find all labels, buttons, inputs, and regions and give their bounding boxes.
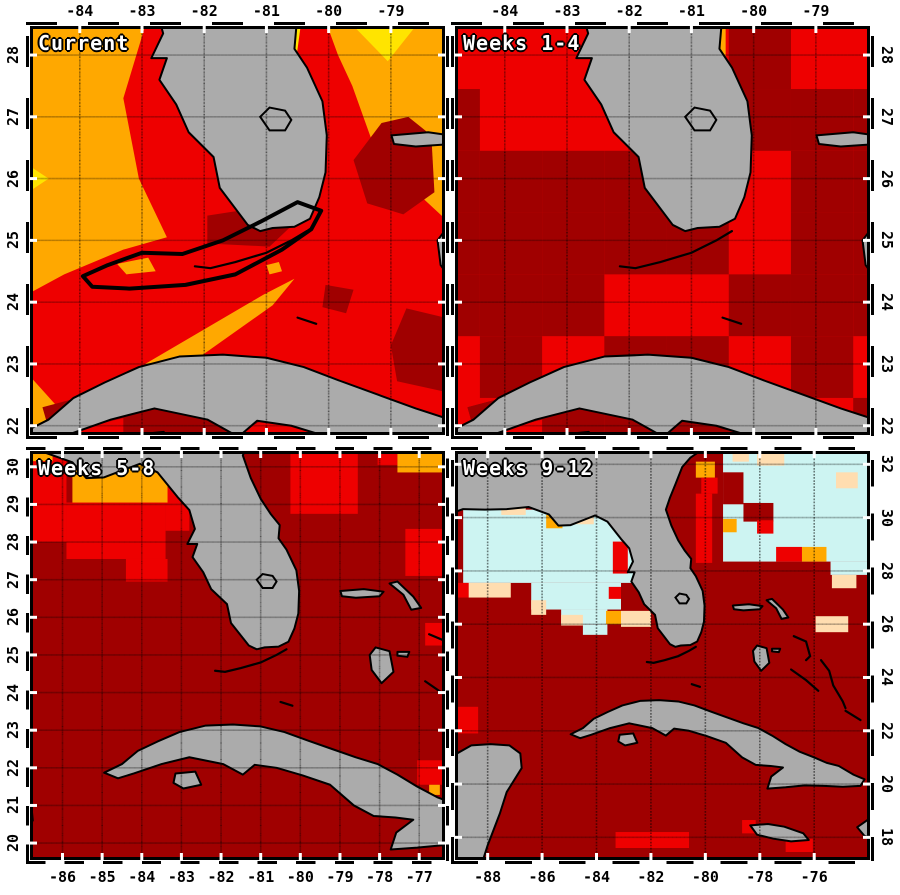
y-tick-label: 23	[4, 721, 22, 740]
y-tick-label: 23	[878, 354, 896, 373]
y-tick-label: 22	[878, 416, 896, 435]
x-tick-label: -80	[740, 2, 768, 20]
map-canvas-weeks-1-4	[455, 26, 870, 435]
x-tick-label: -84	[582, 868, 611, 886]
panel-title: Weeks 1-4	[463, 31, 581, 55]
y-tick-label: 32	[878, 455, 896, 474]
frame-tick-band	[451, 447, 874, 450]
x-tick-label: -81	[247, 868, 275, 886]
y-tick-label: 18	[878, 828, 896, 847]
y-tick-label: 26	[4, 169, 22, 188]
y-tick-label: 28	[4, 533, 22, 552]
x-tick-label: -81	[252, 2, 280, 20]
x-tick-label: -76	[800, 868, 828, 886]
x-tick-label: -84	[66, 2, 94, 20]
panel-weeks-1-4: Weeks 1-4	[451, 22, 874, 439]
x-tick-label: -86	[528, 868, 556, 886]
panel-title: Weeks 5-8	[38, 456, 156, 480]
x-tick-label: -81	[677, 2, 705, 20]
panel-weeks-9-12: Weeks 9-12	[451, 447, 874, 864]
y-tick-label: 22	[4, 758, 22, 777]
y-tick-label: 30	[878, 508, 896, 527]
frame-tick-band	[451, 447, 454, 864]
y-tick-label: 24	[878, 293, 896, 312]
frame-tick-band	[871, 22, 874, 439]
y-tick-label: 24	[878, 668, 896, 687]
frame-tick-band	[871, 447, 874, 864]
x-tick-label: -80	[691, 868, 719, 886]
x-tick-label: -83	[553, 2, 581, 20]
x-tick-label: -82	[615, 2, 643, 20]
x-tick-label: -77	[405, 868, 433, 886]
y-tick-label: 27	[4, 570, 22, 589]
x-tick-label: -80	[286, 868, 314, 886]
y-tick-label: 23	[4, 354, 22, 373]
frame-tick-band	[26, 22, 29, 439]
y-tick-label: 26	[4, 608, 22, 627]
map-canvas-weeks-9-12	[455, 451, 870, 860]
x-tick-label: -78	[366, 868, 394, 886]
panel-title: Current	[38, 31, 130, 55]
y-tick-label: 27	[878, 107, 896, 126]
frame-tick-band	[26, 447, 449, 450]
frame-tick-band	[26, 22, 449, 25]
y-tick-label: 24	[4, 683, 22, 702]
y-tick-label: 24	[4, 293, 22, 312]
y-tick-label: 28	[4, 46, 22, 65]
y-tick-label: 27	[4, 107, 22, 126]
panel-title: Weeks 9-12	[463, 456, 594, 480]
frame-tick-band	[26, 436, 449, 439]
x-tick-label: -84	[491, 2, 519, 20]
frame-tick-band	[446, 22, 449, 439]
y-tick-label: 28	[878, 46, 896, 65]
y-tick-label: 28	[878, 561, 896, 580]
y-tick-label: 21	[4, 796, 22, 815]
y-tick-label: 29	[4, 495, 22, 514]
y-tick-label: 20	[878, 775, 896, 794]
map-canvas-weeks-5-8	[30, 451, 445, 860]
y-tick-label: 30	[4, 457, 22, 476]
y-tick-label: 22	[878, 721, 896, 740]
x-tick-label: -79	[377, 2, 405, 20]
map-canvas-current	[30, 26, 445, 435]
panel-current: Current	[26, 22, 449, 439]
x-tick-label: -78	[746, 868, 774, 886]
x-tick-label: -85	[88, 868, 116, 886]
x-tick-label: -82	[190, 2, 218, 20]
x-tick-label: -82	[637, 868, 665, 886]
x-tick-label: -79	[326, 868, 354, 886]
frame-tick-band	[451, 22, 874, 25]
frame-tick-band	[451, 861, 874, 864]
y-tick-label: 22	[4, 416, 22, 435]
x-tick-label: -80	[315, 2, 343, 20]
x-tick-label: -86	[48, 868, 77, 886]
y-tick-label: 20	[4, 834, 22, 853]
y-tick-label: 26	[878, 169, 896, 188]
frame-tick-band	[446, 447, 449, 864]
x-tick-label: -83	[167, 868, 195, 886]
x-tick-label: -83	[128, 2, 156, 20]
y-tick-label: 25	[4, 231, 22, 250]
x-tick-label: -88	[474, 868, 502, 886]
y-tick-label: 25	[878, 231, 896, 250]
frame-tick-band	[26, 861, 449, 864]
y-tick-label: 26	[878, 615, 896, 634]
x-tick-label: -84	[128, 868, 156, 886]
x-tick-label: -79	[802, 2, 830, 20]
panel-weeks-5-8: Weeks 5-8	[26, 447, 449, 864]
y-tick-label: 25	[4, 645, 22, 664]
frame-tick-band	[451, 22, 454, 439]
frame-tick-band	[26, 447, 29, 864]
frame-tick-band	[451, 436, 874, 439]
x-tick-label: -82	[207, 868, 235, 886]
